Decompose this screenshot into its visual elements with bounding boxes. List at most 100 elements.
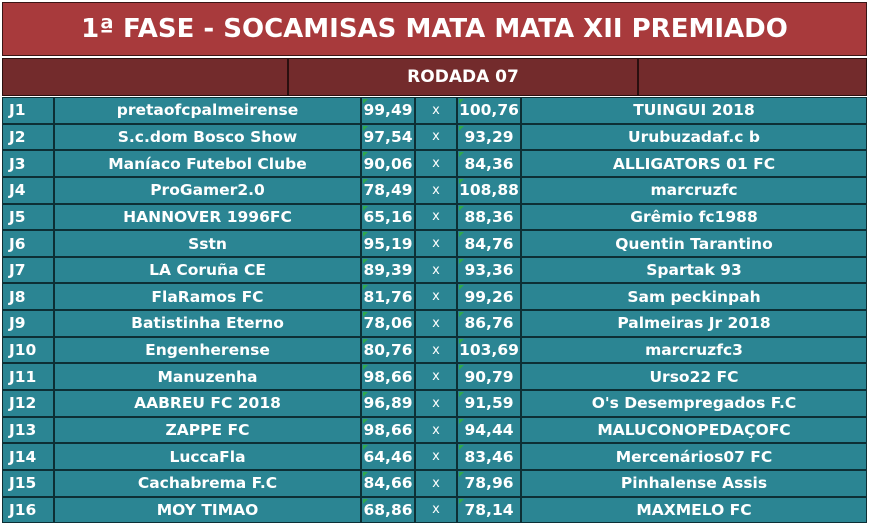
versus-separator[interactable]: x (415, 97, 457, 124)
home-score[interactable]: 96,89 (361, 390, 415, 417)
versus-separator[interactable]: x (415, 203, 457, 231)
away-score[interactable]: 93,29 (457, 123, 521, 151)
home-score[interactable]: 84,66 (361, 469, 415, 497)
versus-separator[interactable]: x (415, 123, 457, 151)
away-score[interactable]: 103,69 (457, 336, 521, 364)
home-team[interactable]: Maníaco Futebol Clube (54, 150, 361, 177)
away-score[interactable]: 100,76 (457, 97, 521, 124)
home-score[interactable]: 81,76 (361, 283, 415, 311)
away-score[interactable]: 93,36 (457, 256, 521, 284)
versus-separator[interactable]: x (415, 496, 457, 524)
versus-separator[interactable]: x (415, 416, 457, 444)
table-row: J3 Maníaco Futebol Clube 90,06 x 84,36 ALLIGA… (2, 150, 867, 177)
away-team[interactable]: Palmeiras Jr 2018 (521, 310, 867, 337)
away-team[interactable]: Spartak 93 (521, 256, 867, 284)
home-score[interactable]: 97,54 (361, 123, 415, 151)
home-team[interactable]: FlaRamos FC (54, 283, 361, 311)
away-score[interactable]: 99,26 (457, 283, 521, 311)
match-id[interactable]: J16 (2, 496, 54, 524)
away-score[interactable]: 86,76 (457, 310, 521, 337)
match-id[interactable]: J14 (2, 443, 54, 470)
error-indicator-icon (363, 392, 368, 398)
home-score[interactable]: 78,49 (361, 176, 415, 204)
away-team[interactable]: marcruzfc3 (521, 336, 867, 364)
versus-separator[interactable]: x (415, 443, 457, 470)
home-team[interactable]: Cachabrema F.C (54, 469, 361, 497)
away-team[interactable]: Urso22 FC (521, 363, 867, 391)
away-score[interactable]: 88,36 (457, 203, 521, 231)
home-team[interactable]: S.c.dom Bosco Show (54, 123, 361, 151)
versus-separator[interactable]: x (415, 150, 457, 177)
home-team-text: LA Coruña CE (149, 261, 266, 280)
match-id[interactable]: J10 (2, 336, 54, 364)
versus-separator[interactable]: x (415, 256, 457, 284)
home-score[interactable]: 64,46 (361, 443, 415, 470)
home-score[interactable]: 65,16 (361, 203, 415, 231)
match-id[interactable]: J2 (2, 123, 54, 151)
away-team[interactable]: Pinhalense Assis (521, 469, 867, 497)
away-score[interactable]: 91,59 (457, 390, 521, 417)
home-score[interactable]: 95,19 (361, 230, 415, 257)
away-team[interactable]: MAXMELO FC (521, 496, 867, 524)
match-id[interactable]: J8 (2, 283, 54, 311)
match-id[interactable]: J3 (2, 150, 54, 177)
versus-separator[interactable]: x (415, 176, 457, 204)
versus-separator[interactable]: x (415, 336, 457, 364)
away-score[interactable]: 84,76 (457, 230, 521, 257)
match-id[interactable]: J9 (2, 310, 54, 337)
away-team[interactable]: MALUCONOPEDAÇOFC (521, 416, 867, 444)
home-score[interactable]: 78,06 (361, 310, 415, 337)
home-team[interactable]: LuccaFla (54, 443, 361, 470)
match-id[interactable]: J15 (2, 469, 54, 497)
home-team[interactable]: Engenherense (54, 336, 361, 364)
away-team[interactable]: Quentin Tarantino (521, 230, 867, 257)
home-team[interactable]: HANNOVER 1996FC (54, 203, 361, 231)
versus-separator[interactable]: x (415, 469, 457, 497)
away-score[interactable]: 94,44 (457, 416, 521, 444)
away-score[interactable]: 78,14 (457, 496, 521, 524)
away-team[interactable]: ALLIGATORS 01 FC (521, 150, 867, 177)
away-score[interactable]: 90,79 (457, 363, 521, 391)
home-score[interactable]: 98,66 (361, 416, 415, 444)
match-id[interactable]: J5 (2, 203, 54, 231)
home-team[interactable]: ZAPPE FC (54, 416, 361, 444)
versus-separator[interactable]: x (415, 310, 457, 337)
home-score[interactable]: 90,06 (361, 150, 415, 177)
match-id[interactable]: J4 (2, 176, 54, 204)
away-score[interactable]: 83,46 (457, 443, 521, 470)
home-team[interactable]: ProGamer2.0 (54, 176, 361, 204)
away-team[interactable]: O's Desempregados F.C (521, 390, 867, 417)
match-id[interactable]: J11 (2, 363, 54, 391)
match-id[interactable]: J7 (2, 256, 54, 284)
home-score[interactable]: 68,86 (361, 496, 415, 524)
home-team[interactable]: Manuzenha (54, 363, 361, 391)
home-score[interactable]: 89,39 (361, 256, 415, 284)
away-team[interactable]: Urubuzadaf.c b (521, 123, 867, 151)
away-team[interactable]: Grêmio fc1988 (521, 203, 867, 231)
versus-separator-text: x (432, 156, 440, 172)
away-team[interactable]: Mercenários07 FC (521, 443, 867, 470)
home-team[interactable]: MOY TIMAO (54, 496, 361, 524)
away-team[interactable]: marcruzfc (521, 176, 867, 204)
versus-separator[interactable]: x (415, 363, 457, 391)
home-team[interactable]: Batistinha Eterno (54, 310, 361, 337)
match-id[interactable]: J12 (2, 390, 54, 417)
versus-separator[interactable]: x (415, 283, 457, 311)
home-score[interactable]: 80,76 (361, 336, 415, 364)
match-id[interactable]: J6 (2, 230, 54, 257)
home-score[interactable]: 99,49 (361, 97, 415, 124)
away-score[interactable]: 84,36 (457, 150, 521, 177)
home-team[interactable]: LA Coruña CE (54, 256, 361, 284)
home-team[interactable]: pretaofcpalmeirense (54, 97, 361, 124)
match-id[interactable]: J1 (2, 97, 54, 124)
home-team[interactable]: AABREU FC 2018 (54, 390, 361, 417)
away-team[interactable]: Sam peckinpah (521, 283, 867, 311)
versus-separator[interactable]: x (415, 390, 457, 417)
home-team[interactable]: Sstn (54, 230, 361, 257)
match-id[interactable]: J13 (2, 416, 54, 444)
away-team[interactable]: TUINGUI 2018 (521, 97, 867, 124)
home-score[interactable]: 98,66 (361, 363, 415, 391)
away-score[interactable]: 78,96 (457, 469, 521, 497)
away-score[interactable]: 108,88 (457, 176, 521, 204)
versus-separator[interactable]: x (415, 230, 457, 257)
